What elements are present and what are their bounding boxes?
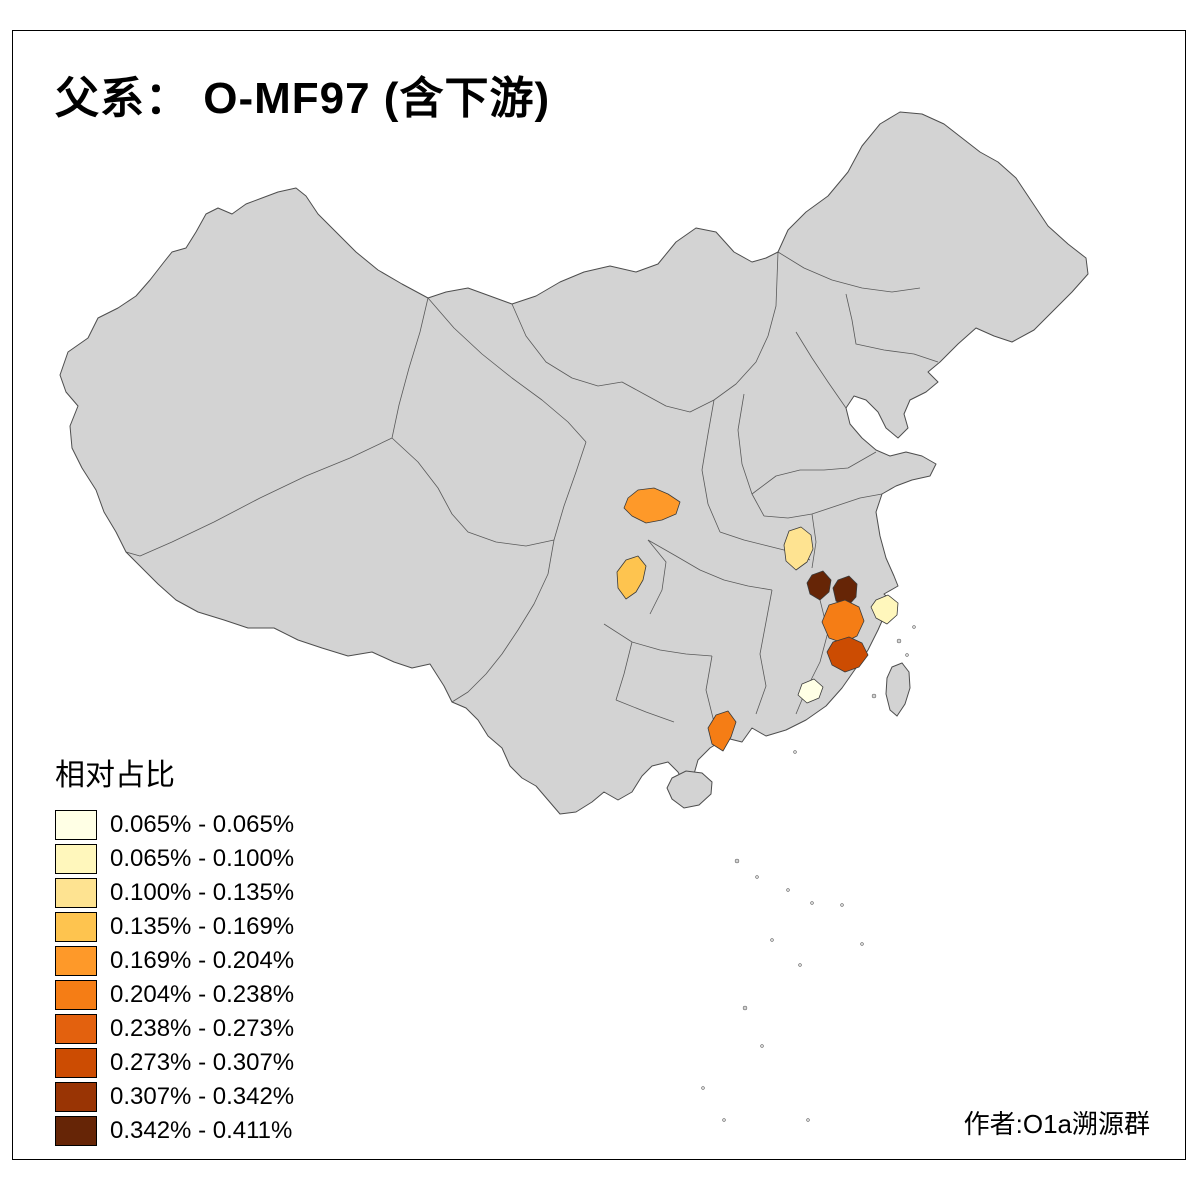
province-boundary (795, 331, 847, 409)
island-dot (806, 1118, 810, 1122)
province-boundary (647, 539, 667, 615)
province-boundary (615, 699, 675, 723)
legend-label: 0.238% - 0.273% (110, 1015, 295, 1042)
legend-item: 0.065% - 0.065% (55, 808, 294, 842)
island-dot (786, 888, 790, 892)
island-dot (912, 625, 916, 629)
legend-swatch (55, 810, 97, 840)
legend-item: 0.273% - 0.307% (55, 1046, 294, 1080)
legend-swatch (55, 1048, 97, 1078)
province-boundary (391, 437, 555, 547)
province-boundary (427, 297, 587, 443)
island-dot (798, 963, 802, 967)
legend-item: 0.307% - 0.342% (55, 1080, 294, 1114)
legend: 相对占比 0.065% - 0.065% 0.065% - 0.100% 0.1… (55, 750, 294, 1148)
legend-swatch (55, 980, 97, 1010)
legend-label: 0.307% - 0.342% (110, 1083, 295, 1110)
island-dot (742, 1005, 748, 1011)
province-boundary (701, 399, 721, 533)
province-boundary (763, 493, 883, 519)
legend-swatch (55, 912, 97, 942)
island-dot (760, 1044, 764, 1048)
mainland-china (59, 111, 1089, 815)
legend-swatch (55, 946, 97, 976)
legend-item: 0.342% - 0.411% (55, 1114, 294, 1148)
island-dot (840, 903, 844, 907)
map-region-highlight-6 (821, 599, 865, 644)
map-region-highlight-2 (616, 555, 647, 600)
legend-label: 0.169% - 0.204% (110, 947, 295, 974)
island-dot (905, 653, 909, 657)
island-dot (755, 875, 759, 879)
map-region-highlight-10 (707, 710, 737, 752)
map-region-highlight-5 (832, 575, 858, 608)
author-credit: 作者:O1a溯源群 (963, 1109, 1150, 1139)
island-dot (860, 942, 864, 946)
province-boundary (451, 539, 555, 703)
map-region-highlight-4 (806, 570, 832, 601)
province-boundary (811, 513, 817, 569)
legend-item: 0.238% - 0.273% (55, 1012, 294, 1046)
legend-label: 0.065% - 0.065% (110, 811, 295, 838)
province-boundary (615, 641, 633, 701)
legend-item: 0.204% - 0.238% (55, 978, 294, 1012)
legend-title: 相对占比 (55, 759, 175, 792)
island-dot (734, 858, 740, 864)
province-boundary (511, 251, 779, 413)
map-region-highlight-7 (826, 636, 869, 673)
province-boundary (391, 297, 429, 439)
island-dot (871, 693, 877, 699)
legend-swatch (55, 1082, 97, 1112)
legend-label: 0.135% - 0.169% (110, 913, 295, 940)
province-boundary (125, 437, 393, 557)
legend-swatch (55, 878, 97, 908)
province-boundary (553, 441, 587, 541)
legend-item: 0.100% - 0.135% (55, 876, 294, 910)
legend-item: 0.135% - 0.169% (55, 910, 294, 944)
legend-label: 0.204% - 0.238% (110, 981, 295, 1008)
legend-swatch (55, 844, 97, 874)
map-region-highlight-9 (797, 678, 824, 704)
province-boundary (737, 393, 765, 517)
island-dot (701, 1086, 705, 1090)
page-title: 父系： O-MF97 (含下游) (55, 74, 551, 123)
island-dot (770, 938, 774, 942)
legend-label: 0.100% - 0.135% (110, 879, 295, 906)
island-dot (722, 1118, 726, 1122)
map-region-highlight-3 (783, 526, 814, 571)
legend-item: 0.065% - 0.100% (55, 842, 294, 876)
map-region-highlight-1 (623, 487, 681, 524)
legend-label: 0.065% - 0.100% (110, 845, 295, 872)
south-china-sea-islands (701, 625, 916, 1122)
taiwan-island (885, 662, 911, 717)
province-boundary (647, 539, 773, 591)
legend-label: 0.273% - 0.307% (110, 1049, 295, 1076)
hainan-island (666, 770, 713, 809)
province-boundary (755, 589, 773, 715)
island-dot (896, 638, 902, 644)
legend-swatch (55, 1116, 97, 1146)
province-boundary (845, 293, 939, 363)
province-boundary (751, 451, 877, 495)
legend-label: 0.342% - 0.411% (110, 1117, 293, 1144)
island-dot (793, 750, 797, 754)
legend-item: 0.169% - 0.204% (55, 944, 294, 978)
highlight-regions (616, 487, 899, 752)
map-region-highlight-8 (870, 594, 899, 625)
legend-swatch (55, 1014, 97, 1044)
province-boundary (603, 623, 713, 657)
island-dot (810, 901, 814, 905)
province-boundary (777, 251, 921, 293)
